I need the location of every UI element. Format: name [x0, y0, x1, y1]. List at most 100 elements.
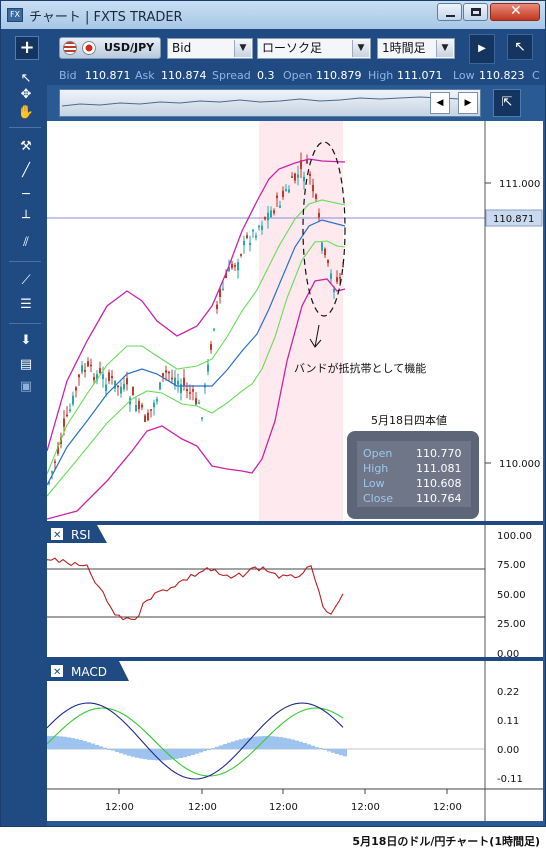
macd-histogram-bar [287, 738, 291, 749]
download-icon[interactable]: ⬇ [20, 333, 32, 348]
macd-line [46, 702, 344, 780]
list-icon[interactable]: ▤ [19, 357, 33, 372]
candle-body [108, 372, 110, 381]
candle-body [228, 267, 230, 272]
candle-body [57, 446, 59, 454]
fan-icon[interactable]: ⟋ [21, 273, 31, 288]
toolbar-scroll-button[interactable]: ▶ [469, 34, 495, 64]
crosshair-icon[interactable]: ✥ [20, 87, 32, 102]
candle-body [123, 384, 125, 390]
add-chart-button[interactable]: + [15, 36, 39, 60]
us-flag-icon [63, 41, 77, 55]
macd-tick-011: 0.11 [497, 716, 519, 727]
macd-histogram-bar [163, 749, 167, 761]
low-value: 110.823 [479, 69, 525, 82]
candle-body [144, 415, 146, 422]
close-icon: ✕ [53, 530, 61, 541]
bollinger-middle [46, 219, 346, 486]
macd-histogram-bar [159, 749, 163, 761]
macd-pane: ✕ MACD 0.22 0.11 0.00 -0.11 [46, 661, 523, 785]
time-axis: 12:00 12:00 12:00 12:00 12:00 [105, 789, 462, 813]
current-price-tag [485, 209, 543, 227]
overview-right-arrow[interactable]: ▶ [458, 92, 478, 114]
close-button[interactable]: ✕ [490, 3, 540, 21]
candle-body [117, 385, 119, 388]
close-icon: ✕ [510, 3, 522, 19]
horizontal-line-icon[interactable]: ─ [22, 187, 30, 202]
toolbar-divider [9, 323, 41, 324]
candle-body [198, 402, 200, 404]
zoom-reset-button[interactable]: ⇱ [493, 89, 521, 117]
macd-histogram-bar [207, 749, 211, 750]
macd-histogram-bar [227, 742, 231, 749]
overview-scroller[interactable]: ◀ ▶ [59, 89, 481, 117]
candle-body [297, 174, 299, 178]
candle-body [192, 389, 194, 392]
price-label-110: 110.000 [499, 459, 540, 470]
minimize-button[interactable] [437, 3, 462, 21]
price-info-bar: Bid 110.871 Ask 110.874 Spread 0.3 Open … [1, 65, 545, 85]
maximize-button[interactable] [463, 3, 488, 21]
macd-histogram-bar [183, 749, 187, 758]
macd-histogram-bar [111, 749, 115, 751]
chart-area[interactable]: バンドが抵抗帯として機能 5月18日四本値 Open 110.770 High … [46, 121, 543, 821]
candle-body [237, 262, 239, 271]
rsi-tick-75: 75.00 [497, 560, 526, 571]
overview-left-arrow[interactable]: ◀ [430, 92, 450, 114]
time-label: 12:00 [105, 802, 134, 813]
macd-histogram-bar [79, 739, 83, 749]
candle-body [195, 398, 197, 405]
candle-body [72, 395, 74, 405]
cursor-icon[interactable]: ↖ [20, 71, 32, 86]
candle-body [171, 377, 173, 380]
title-bar[interactable]: FX チャート | FXTS TRADER ✕ [1, 1, 545, 29]
chart-type-value: ローソク足 [262, 41, 323, 55]
candle-body [81, 365, 83, 373]
rsi-title: RSI [71, 528, 91, 542]
macd-close-button[interactable] [51, 665, 63, 677]
macd-histogram-bar [123, 749, 127, 755]
camera-icon[interactable]: ▣ [19, 379, 33, 394]
candle-body [285, 189, 287, 191]
macd-histogram-bar [95, 744, 99, 750]
trendline-icon[interactable]: ╱ [22, 163, 30, 178]
macd-histogram-bar [55, 736, 59, 750]
vertical-line-icon[interactable]: ┴ [22, 211, 30, 226]
chart-window: FX チャート | FXTS TRADER ✕ + USD/JPY Bid ▼ … [0, 0, 546, 827]
macd-histogram-bar [83, 741, 87, 749]
high-label: High [368, 69, 394, 82]
bid-value: 110.871 [85, 69, 131, 82]
jp-flag-icon [82, 41, 96, 55]
candle-body [261, 225, 263, 230]
macd-histogram-bar [115, 749, 119, 752]
macd-histogram-bar [155, 749, 159, 761]
candle-body [138, 400, 140, 409]
channel-icon[interactable]: ⫽ [23, 235, 29, 250]
candle-body [93, 377, 95, 381]
rsi-close-button[interactable] [51, 528, 63, 540]
candle-body [165, 370, 167, 373]
candle-body [159, 382, 161, 390]
pane-divider [47, 521, 543, 525]
currency-pair-button[interactable]: USD/JPY [59, 37, 161, 59]
price-type-select[interactable]: Bid ▼ [167, 38, 253, 59]
macd-histogram-bar [235, 740, 239, 749]
hand-icon[interactable]: ✋ [17, 105, 35, 120]
toolbar-divider [9, 127, 41, 128]
detach-chart-button[interactable]: ↖ [507, 34, 533, 60]
rsi-line [46, 557, 344, 621]
chart-type-select[interactable]: ローソク足 ▼ [257, 38, 371, 59]
pin-icon[interactable]: ⚒ [20, 139, 32, 154]
ohlc-box: 5月18日四本値 Open 110.770 High 111.081 Low 1… [347, 413, 479, 519]
candle-body [147, 412, 149, 421]
fibonacci-icon[interactable]: ☰ [20, 297, 32, 312]
candle-body [243, 241, 245, 246]
macd-histogram-bar [343, 749, 347, 757]
candle-body [87, 361, 89, 367]
candle-body [69, 409, 71, 411]
candle-body [279, 205, 281, 208]
candle-body [126, 378, 128, 385]
timeframe-select[interactable]: 1時間足 ▼ [377, 38, 455, 59]
macd-histogram-bar [283, 737, 287, 749]
ohlc-high-label: High [363, 462, 388, 475]
